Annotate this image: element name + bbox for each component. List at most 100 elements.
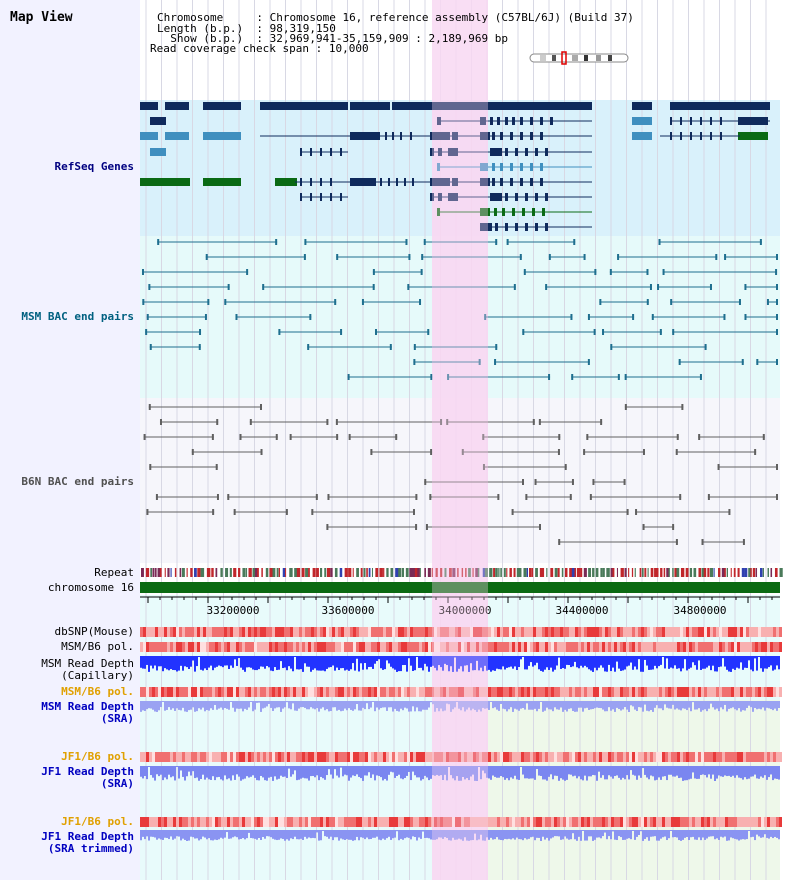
bac-end-pair[interactable]	[374, 329, 430, 335]
bac-end-pair[interactable]	[707, 494, 778, 500]
gene-model[interactable]	[430, 148, 592, 156]
bac-end-pair[interactable]	[658, 239, 762, 245]
bac-end-pair[interactable]	[482, 434, 561, 440]
bac-end-pair[interactable]	[592, 479, 626, 485]
bac-end-pair[interactable]	[484, 314, 573, 320]
chromosome-ideogram[interactable]	[529, 51, 629, 65]
jf1-read-depth-sra-trimmed-track[interactable]	[140, 830, 780, 841]
bac-end-pair[interactable]	[407, 284, 516, 290]
msm-bac-end-pairs-track[interactable]	[141, 239, 778, 380]
bac-end-pair[interactable]	[145, 329, 202, 335]
bac-end-pair[interactable]	[744, 284, 778, 290]
bac-end-pair[interactable]	[717, 464, 778, 470]
bac-end-pair[interactable]	[698, 434, 765, 440]
bac-end-pair[interactable]	[675, 449, 757, 455]
jf1-b6-pol-track-2[interactable]	[140, 817, 782, 827]
bac-end-pair[interactable]	[766, 299, 778, 305]
bac-end-pair[interactable]	[429, 494, 500, 500]
bac-end-pair[interactable]	[149, 344, 201, 350]
jf1-read-depth-sra-track[interactable]	[140, 766, 780, 781]
bac-end-pair[interactable]	[361, 299, 422, 305]
msm-b6-pol-track-1[interactable]	[140, 642, 782, 652]
bac-end-pair[interactable]	[235, 314, 312, 320]
gene-model[interactable]	[430, 193, 592, 201]
bac-end-pair[interactable]	[571, 374, 620, 380]
bac-end-pair[interactable]	[335, 419, 443, 425]
bac-end-pair[interactable]	[635, 509, 731, 515]
bac-end-pair[interactable]	[224, 299, 337, 305]
bac-end-pair[interactable]	[446, 419, 535, 425]
bac-end-pair[interactable]	[670, 299, 741, 305]
bac-end-pair[interactable]	[157, 239, 278, 245]
bac-end-pair[interactable]	[421, 254, 522, 260]
bac-end-pair[interactable]	[506, 239, 576, 245]
bac-end-pair[interactable]	[372, 269, 423, 275]
bac-end-pair[interactable]	[413, 344, 498, 350]
bac-end-pair[interactable]	[347, 374, 433, 380]
bac-end-pair[interactable]	[657, 284, 712, 290]
bac-end-pair[interactable]	[461, 449, 560, 455]
label-refseq-genes[interactable]: RefSeq Genes	[54, 160, 134, 173]
gene-model[interactable]	[437, 163, 592, 171]
bac-end-pair[interactable]	[143, 434, 214, 440]
bac-end-pair[interactable]	[425, 524, 541, 530]
bac-end-pair[interactable]	[326, 524, 418, 530]
bac-end-pair[interactable]	[624, 374, 702, 380]
bac-end-pair[interactable]	[724, 254, 778, 260]
bac-end-pair[interactable]	[672, 329, 778, 335]
gene-model[interactable]	[660, 132, 740, 140]
bac-end-pair[interactable]	[610, 344, 707, 350]
bac-end-pair[interactable]	[617, 254, 718, 260]
bac-end-pair[interactable]	[642, 524, 675, 530]
bac-end-pair[interactable]	[148, 284, 230, 290]
bac-end-pair[interactable]	[602, 329, 662, 335]
bac-end-pair[interactable]	[545, 284, 652, 290]
bac-end-pair[interactable]	[586, 434, 679, 440]
bac-end-pair[interactable]	[494, 359, 590, 365]
bac-end-pair[interactable]	[146, 314, 207, 320]
bac-end-pair[interactable]	[146, 509, 215, 515]
label-b6n-bac-end-pairs[interactable]: B6N BAC end pairs	[21, 475, 134, 488]
bac-end-pair[interactable]	[678, 359, 744, 365]
msm-read-depth-capillary-track[interactable]	[140, 656, 780, 672]
bac-end-pair[interactable]	[191, 449, 263, 455]
bac-end-pair[interactable]	[701, 539, 745, 545]
bac-end-pair[interactable]	[370, 449, 433, 455]
bac-end-pair[interactable]	[149, 464, 218, 470]
dbsnp-track[interactable]	[140, 627, 782, 637]
bac-end-pair[interactable]	[558, 539, 678, 545]
bac-end-pair[interactable]	[538, 419, 603, 425]
bac-end-pair[interactable]	[662, 269, 778, 275]
bac-end-pair[interactable]	[523, 269, 597, 275]
msm-b6-pol-track-2[interactable]	[140, 687, 782, 697]
bac-end-pair[interactable]	[148, 404, 262, 410]
refseq-genes-track[interactable]	[140, 102, 770, 231]
bac-end-pair[interactable]	[413, 359, 481, 365]
jf1-b6-pol-track-1[interactable]	[140, 752, 782, 762]
bac-end-pair[interactable]	[278, 329, 343, 335]
bac-end-pair[interactable]	[249, 419, 329, 425]
bac-end-pair[interactable]	[651, 314, 726, 320]
bac-end-pair[interactable]	[587, 314, 635, 320]
gene-model[interactable]	[670, 117, 770, 125]
bac-end-pair[interactable]	[756, 359, 778, 365]
bac-end-pair[interactable]	[423, 239, 498, 245]
bac-end-pair[interactable]	[141, 269, 249, 275]
label-msm-bac-end-pairs[interactable]: MSM BAC end pairs	[21, 310, 134, 323]
bac-end-pair[interactable]	[583, 449, 645, 455]
gene-model[interactable]	[480, 223, 592, 231]
gene-model[interactable]	[300, 148, 348, 156]
bac-end-pair[interactable]	[327, 494, 418, 500]
bac-end-pair[interactable]	[548, 254, 586, 260]
bac-end-pair[interactable]	[534, 479, 574, 485]
bac-end-pair[interactable]	[205, 254, 306, 260]
bac-end-pair[interactable]	[311, 509, 415, 515]
bac-end-pair[interactable]	[307, 344, 392, 350]
bac-end-pair[interactable]	[511, 509, 629, 515]
bac-end-pair[interactable]	[304, 239, 408, 245]
gene-model[interactable]	[260, 132, 592, 140]
msm-read-depth-sra-track[interactable]	[140, 701, 780, 712]
bac-end-pair[interactable]	[142, 299, 210, 305]
bac-end-pair[interactable]	[744, 314, 778, 320]
